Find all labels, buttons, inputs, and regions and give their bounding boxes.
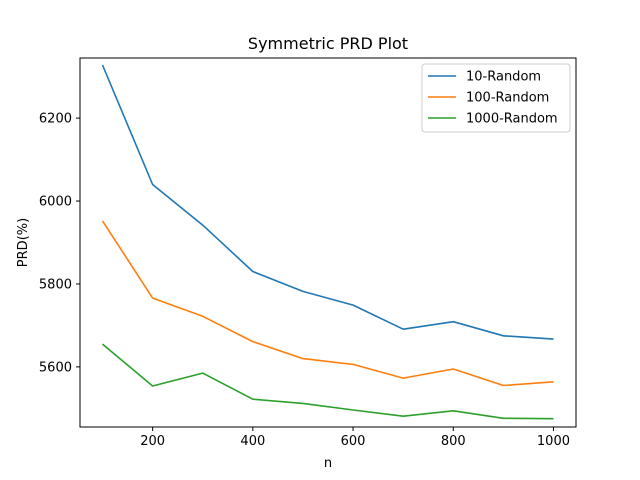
x-tick-label: 600: [341, 434, 366, 449]
legend-label-10-random: 10-Random: [466, 70, 541, 85]
x-tick-label: 200: [140, 434, 165, 449]
legend-box: [421, 63, 571, 133]
x-tick-label: 800: [441, 434, 466, 449]
axis-ticks: 200 400 600 800 1000 5600 5800 6000 6200: [39, 112, 570, 449]
y-tick-label: 6000: [39, 195, 72, 210]
legend-label-1000-random: 1000-Random: [466, 112, 558, 127]
series-lines: [101, 64, 554, 420]
legend-label-100-random: 100-Random: [466, 91, 549, 106]
y-tick-label: 5600: [39, 360, 72, 375]
x-tick-label: 1000: [537, 434, 570, 449]
series-line-10-random: [101, 64, 554, 340]
series-line-1000-random: [101, 343, 554, 420]
y-tick-label: 6200: [39, 112, 72, 127]
series-line-100-random: [101, 220, 554, 387]
chart-title: Symmetric PRD Plot: [248, 34, 408, 53]
x-tick-label: 400: [240, 434, 265, 449]
y-axis-label: PRD(%): [16, 218, 31, 267]
y-tick-label: 5800: [39, 277, 72, 292]
plot-frame: [79, 57, 577, 428]
legend: 10-Random 100-Random 1000-Random: [421, 63, 571, 133]
x-axis-label: n: [324, 456, 332, 471]
